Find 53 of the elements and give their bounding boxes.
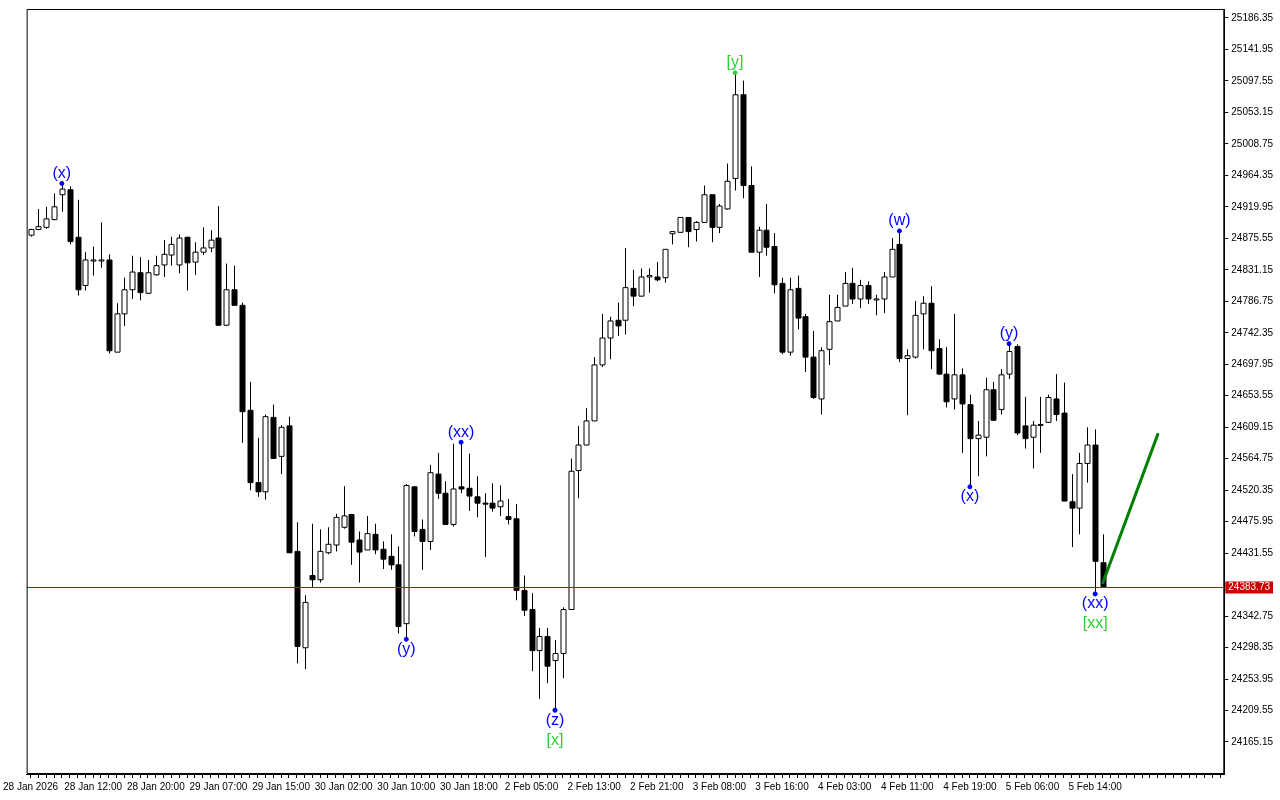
y-tick-label: 25097.55 (1231, 74, 1274, 86)
y-tick-label: 24609.15 (1231, 420, 1274, 432)
y-tick-label: 24919.95 (1231, 200, 1274, 212)
x-tick-label: 2 Feb 13:00 (567, 780, 622, 792)
data-label: (y) (999, 324, 1019, 342)
x-tick-label: 5 Feb 06:00 (1005, 780, 1060, 792)
data-label: (x) (52, 163, 72, 181)
data-label: (y) (396, 639, 416, 657)
ref-line-label: 24383.73 (1228, 581, 1271, 593)
x-tick-label: 30 Jan 18:00 (439, 780, 499, 792)
x-tick-label: 29 Jan 15:00 (252, 780, 311, 792)
y-tick-label: 24165.15 (1231, 735, 1274, 747)
x-tick-label: 3 Feb 08:00 (692, 780, 747, 792)
y-tick-label: 25053.15 (1231, 106, 1274, 118)
x-tick-label: 4 Feb 11:00 (880, 780, 935, 792)
y-tick-label: 24742.35 (1231, 326, 1274, 338)
y-tick-label: 24520.35 (1231, 483, 1274, 495)
y-tick-label: 24209.55 (1231, 704, 1274, 716)
data-label: [x] (546, 730, 564, 748)
y-tick-label: 25141.95 (1231, 43, 1274, 55)
y-tick-label: 24875.55 (1231, 232, 1274, 244)
x-tick-label: 3 Feb 16:00 (755, 780, 810, 792)
y-tick-label: 24431.55 (1231, 546, 1274, 558)
y-tick-label: 25008.75 (1231, 137, 1274, 149)
data-label: [xx] (1082, 614, 1108, 632)
y-tick-label: 24298.35 (1231, 641, 1274, 653)
data-label: (x) (960, 487, 980, 505)
y-tick-label: 24342.75 (1231, 609, 1274, 621)
x-tick-label: 4 Feb 03:00 (817, 780, 872, 792)
data-label: (w) (888, 211, 911, 229)
x-tick-label: 30 Jan 02:00 (314, 780, 374, 792)
y-tick-label: 24253.95 (1231, 672, 1274, 684)
y-tick-label: 24653.55 (1231, 389, 1274, 401)
y-tick-label: 24475.95 (1231, 515, 1274, 527)
data-label: (xx) (1081, 594, 1109, 612)
x-tick-label: 28 Jan 20:00 (126, 780, 186, 792)
x-tick-label: 4 Feb 19:00 (943, 780, 998, 792)
x-tick-label: 29 Jan 07:00 (189, 780, 248, 792)
y-tick-label: 24786.75 (1231, 295, 1274, 307)
x-tick-label: 5 Feb 14:00 (1068, 780, 1123, 792)
y-tick-label: 24964.35 (1231, 169, 1274, 181)
data-label: (xx) (447, 422, 475, 440)
x-tick-label: 28 Jan 12:00 (64, 780, 123, 792)
x-tick-label: 30 Jan 10:00 (377, 780, 436, 792)
y-tick-label: 24564.75 (1231, 452, 1274, 464)
data-label: (z) (545, 710, 565, 728)
y-tick-label: 24697.95 (1231, 357, 1274, 369)
x-tick-label: 2 Feb 05:00 (504, 780, 559, 792)
y-tick-label: 24831.15 (1231, 263, 1274, 275)
x-tick-label: 2 Feb 21:00 (630, 780, 684, 792)
x-tick-label: 28 Jan 2026 (3, 780, 59, 792)
y-tick-label: 25186.35 (1231, 11, 1274, 23)
data-label: [y] (726, 53, 744, 71)
